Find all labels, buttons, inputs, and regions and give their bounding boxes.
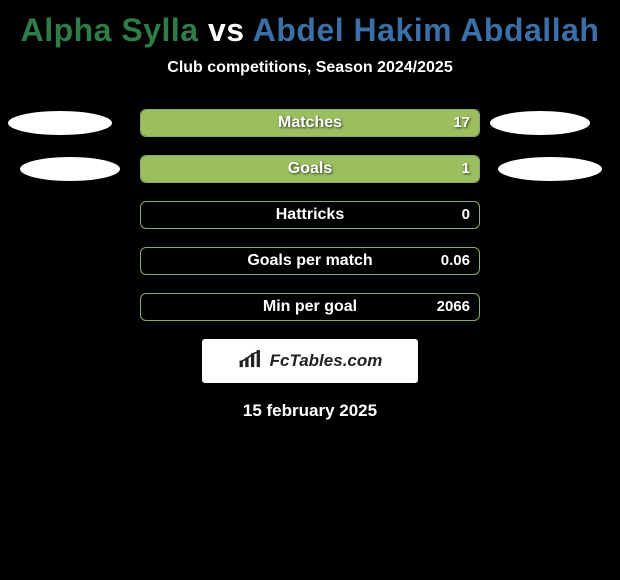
stat-row: Hattricks0 xyxy=(0,201,620,229)
bar-chart-icon xyxy=(238,348,264,375)
player-a-marker xyxy=(8,111,112,135)
stat-bar xyxy=(140,109,480,137)
stat-bar-fill xyxy=(141,156,479,182)
stat-row: Min per goal2066 xyxy=(0,293,620,321)
page-title: Alpha Sylla vs Abdel Hakim Abdallah xyxy=(0,0,620,53)
player-a-name: Alpha Sylla xyxy=(21,12,199,48)
stat-row: Goals per match0.06 xyxy=(0,247,620,275)
stat-row: Matches17 xyxy=(0,109,620,137)
player-a-marker xyxy=(20,157,120,181)
stat-bar-fill xyxy=(141,110,479,136)
snapshot-date: 15 february 2025 xyxy=(0,401,620,421)
attribution-logo[interactable]: FcTables.com xyxy=(202,339,418,383)
stat-bar xyxy=(140,247,480,275)
player-b-marker xyxy=(490,111,590,135)
stats-list: Matches17 Goals1 Hattricks0 Goals per match… xyxy=(0,109,620,321)
subtitle: Club competitions, Season 2024/2025 xyxy=(0,59,620,77)
stat-bar xyxy=(140,201,480,229)
attribution-text: FcTables.com xyxy=(270,351,383,371)
player-b-name: Abdel Hakim Abdallah xyxy=(253,12,600,48)
player-b-marker xyxy=(498,157,602,181)
comparison-card: Alpha Sylla vs Abdel Hakim Abdallah Club… xyxy=(0,0,620,580)
stat-row: Goals1 xyxy=(0,155,620,183)
stat-bar xyxy=(140,155,480,183)
vs-separator: vs xyxy=(208,12,245,48)
stat-bar xyxy=(140,293,480,321)
